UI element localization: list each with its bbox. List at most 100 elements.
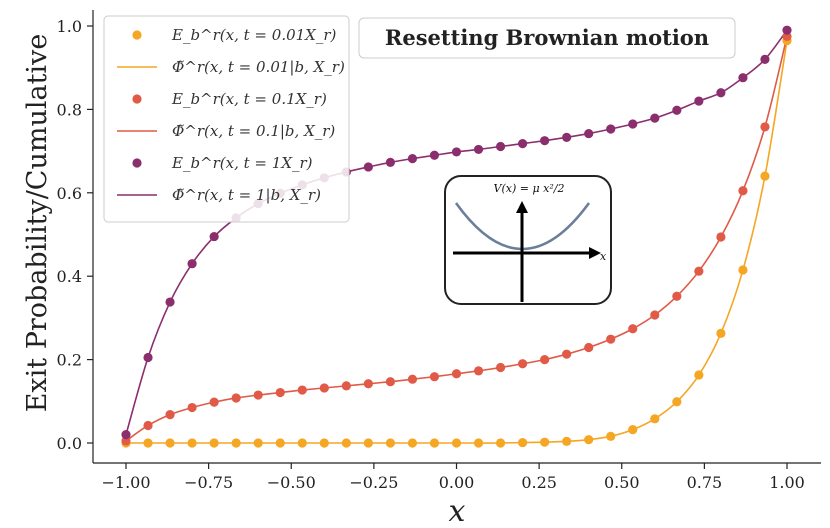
y-tick-label: 0.8 xyxy=(57,100,82,119)
data-point xyxy=(760,171,770,181)
data-point xyxy=(451,438,462,448)
data-point xyxy=(672,105,682,115)
data-point xyxy=(495,141,506,152)
data-point xyxy=(584,342,594,353)
legend-label: E_b^r(x, t = 1X_r) xyxy=(171,154,313,172)
data-point xyxy=(253,438,263,448)
data-point xyxy=(738,186,748,196)
legend-marker-2 xyxy=(132,94,142,104)
data-point xyxy=(716,232,726,242)
title-frame xyxy=(358,17,736,59)
x-tick-label: 0.00 xyxy=(439,473,475,492)
data-point xyxy=(672,397,682,407)
data-point xyxy=(672,291,682,301)
data-point xyxy=(297,385,307,395)
data-point xyxy=(165,297,175,307)
inset-x-arrow-icon xyxy=(589,247,601,259)
data-point xyxy=(451,147,462,157)
data-point xyxy=(760,122,770,132)
y-ticks: 0.0 0.2 0.4 0.6 0.8 1.0 xyxy=(57,17,93,453)
data-point xyxy=(540,437,550,447)
data-point xyxy=(165,410,175,420)
data-point xyxy=(341,381,351,391)
legend-box xyxy=(103,15,350,223)
x-tick-label: −0.50 xyxy=(267,473,316,492)
y-tick-label: 0.2 xyxy=(57,351,82,370)
data-point xyxy=(341,438,351,448)
data-point xyxy=(540,136,550,146)
data-point xyxy=(716,88,726,98)
data-point xyxy=(319,383,329,393)
data-point xyxy=(606,124,616,134)
data-point xyxy=(694,370,704,380)
data-point xyxy=(782,25,792,35)
legend-label: E_b^r(x, t = 0.01X_r) xyxy=(171,26,337,44)
data-point xyxy=(143,420,153,431)
x-axis-label: x xyxy=(449,494,466,528)
data-point xyxy=(540,355,550,365)
data-point xyxy=(584,435,594,445)
data-point xyxy=(385,377,395,387)
data-point xyxy=(165,438,175,448)
data-point xyxy=(518,138,528,149)
data-point xyxy=(187,402,197,413)
inset-y-arrow-icon xyxy=(516,201,528,213)
data-point xyxy=(407,374,418,384)
data-point xyxy=(209,438,219,448)
x-ticks: −1.00 −0.75 −0.50 −0.25 0.00 0.25 0.50 0.75 1.00 xyxy=(101,463,805,492)
data-point xyxy=(363,162,373,172)
data-point xyxy=(628,119,638,129)
data-point xyxy=(121,430,131,440)
data-point xyxy=(319,438,329,448)
legend-label: E_b^r(x, t = 0.1X_r) xyxy=(171,90,327,108)
data-point xyxy=(429,150,440,160)
data-point xyxy=(297,438,307,448)
data-point xyxy=(385,157,395,167)
legend-label: Φ̃^r(x, t = 0.1|b, X_r) xyxy=(172,122,335,140)
data-point xyxy=(606,334,616,344)
data-point xyxy=(606,431,616,441)
series-points xyxy=(121,25,792,448)
data-point xyxy=(275,387,285,398)
data-point xyxy=(738,73,748,83)
legend-label: Φ̃^r(x, t = 0.01|b, X_r) xyxy=(172,58,345,76)
title-box: Resetting Brownian motion xyxy=(358,17,736,59)
data-point xyxy=(143,438,153,448)
data-point xyxy=(518,437,528,448)
inset-frame xyxy=(444,175,612,305)
data-point xyxy=(429,438,440,448)
data-point xyxy=(209,231,219,242)
x-tick-label: 0.75 xyxy=(687,473,723,492)
x-tick-label: −1.00 xyxy=(101,473,150,492)
inset-x-label: x xyxy=(600,250,607,263)
data-point xyxy=(143,352,153,363)
inset-title: V(x) = μ x²/2 xyxy=(494,182,565,195)
y-tick-label: 0.6 xyxy=(57,184,82,203)
y-axis-label: Exit Probability/Cumulative xyxy=(22,34,53,413)
plot-area: −1.00 −0.75 −0.50 −0.25 0.00 0.25 0.50 0.75 1.00… xyxy=(57,10,821,492)
chart-title: Resetting Brownian motion xyxy=(385,25,709,50)
data-point xyxy=(429,372,440,382)
data-point xyxy=(231,393,241,403)
data-point xyxy=(473,438,484,448)
data-point xyxy=(628,425,638,435)
legend-marker-1 xyxy=(132,30,142,40)
data-point xyxy=(231,438,241,448)
data-point xyxy=(584,128,594,139)
data-point xyxy=(495,438,506,448)
data-point xyxy=(407,154,418,164)
data-point xyxy=(253,390,263,400)
data-point xyxy=(363,438,373,448)
data-point xyxy=(562,436,572,446)
legend: E_b^r(x, t = 0.01X_r) Φ̃^r(x, t = 0.01|b,… xyxy=(103,15,350,223)
data-point xyxy=(473,366,484,376)
data-point xyxy=(716,328,726,338)
data-point xyxy=(738,265,748,275)
legend-entries: E_b^r(x, t = 0.01X_r) Φ̃^r(x, t = 0.01|b,… xyxy=(117,26,345,204)
y-tick-label: 1.0 xyxy=(57,17,82,36)
legend-marker-3 xyxy=(132,158,142,168)
y-tick-label: 0.4 xyxy=(57,267,82,286)
legend-label: Φ̃^r(x, t = 1|b, X_r) xyxy=(172,186,321,204)
data-point xyxy=(650,310,660,320)
